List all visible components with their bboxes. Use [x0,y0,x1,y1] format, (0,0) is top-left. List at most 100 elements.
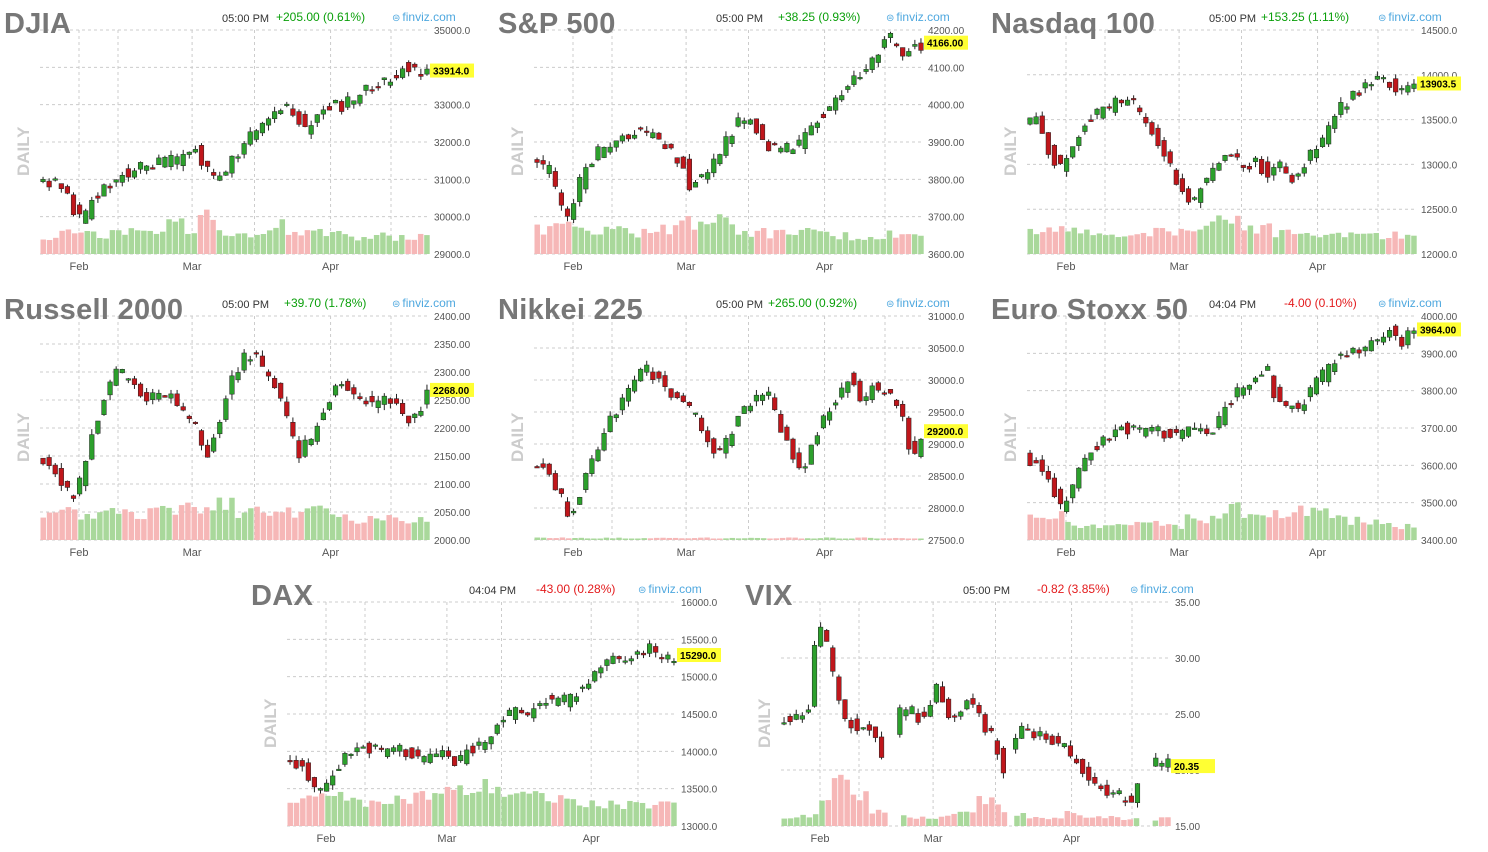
candle [320,109,326,115]
volume-bar [1058,818,1064,826]
volume-bar [417,233,424,254]
candle [818,626,824,647]
source-link[interactable]: ⊜ finviz.com [886,296,950,310]
volume-bar [1342,516,1348,540]
y-tick-label: 4200.00 [928,26,965,37]
volume-bar [279,512,286,540]
candle [1393,325,1399,336]
candle [793,714,799,720]
source-link[interactable]: ⊜ finviz.com [886,10,950,24]
candle [1037,731,1043,737]
volume-bar [1373,233,1379,254]
axis-label: DAILY [755,698,774,748]
volume-bar [874,538,880,540]
volume-bar [254,506,260,540]
candle [674,157,680,164]
volume-bar [235,233,241,254]
source-link[interactable]: ⊜ finviz.com [638,582,702,596]
candle [1399,336,1405,347]
candle [784,426,790,441]
volume-bar [919,816,926,826]
candle [1070,146,1076,158]
quote-change: +205.00 (0.61%) [276,10,366,24]
candle [1301,404,1307,411]
volume-bar [760,228,767,254]
candle [1061,743,1067,747]
candle [351,387,357,395]
candle [1092,776,1098,784]
candle [144,392,150,402]
candle [58,183,64,189]
volume-bar [463,794,470,826]
candle [1405,330,1411,346]
chart-canvas: 2400.00 2350.00 2300.00 2250.00 2200.00 2150.… [14,312,474,559]
source-link[interactable]: ⊜ finviz.com [1378,296,1442,310]
volume-bar [597,538,603,540]
volume-bar [1109,525,1115,540]
volume-bar [1108,816,1115,826]
candle [198,430,205,446]
volume-bar [292,517,298,540]
volume-bar [932,818,938,826]
last-price-label: 2268.00 [433,386,470,397]
y-tick-label: 25.00 [1175,710,1200,721]
candle [1094,108,1100,115]
quote-change: +265.00 (0.92%) [768,296,858,310]
candle [290,422,296,437]
volume-bar [654,231,660,254]
volume-bar [710,538,717,540]
candle [638,127,644,130]
volume-bar [899,234,905,254]
volume-bar [1260,225,1266,254]
volume-bar [457,785,463,826]
volume-bar [875,809,882,826]
volume-bar [298,235,304,254]
volume-bar [310,506,317,540]
volume-bar [1191,518,1197,540]
volume-bar [704,224,710,254]
candle [131,170,138,178]
volume-bar [1335,515,1342,540]
source-link[interactable]: ⊜ finviz.com [1378,10,1442,24]
candle [372,744,378,747]
volume-bar [551,802,558,826]
volume-bar [1323,234,1329,254]
volume-bar [811,229,817,254]
volume-bar [664,801,671,826]
volume-bar [325,795,331,826]
candle [415,749,421,757]
candle [1033,116,1039,125]
quote-change: -0.82 (3.85%) [1037,582,1110,596]
source-link[interactable]: ⊜ finviz.com [1130,582,1194,596]
volume-bar [419,791,426,826]
volume-bar [1102,818,1108,826]
candle [656,371,662,379]
volume-bar [907,817,913,826]
candle [680,395,686,402]
volume-bar [1133,818,1140,826]
y-tick-label: 13500.0 [681,785,718,796]
candle [1055,736,1061,744]
axis-label: DAILY [14,126,33,176]
source-link[interactable]: ⊜ finviz.com [392,10,456,24]
volume-bar [1360,233,1367,254]
candle [1259,374,1265,377]
candle [278,382,284,399]
source-link[interactable]: ⊜ finviz.com [392,296,456,310]
candle [229,375,235,395]
volume-bar [1335,232,1342,254]
candle [314,425,320,442]
volume-bar [863,791,869,826]
volume-bar [539,793,545,826]
volume-bar [564,798,570,826]
candle [52,464,58,475]
volume-bar [1203,225,1210,254]
volume-bar [153,233,160,254]
volume-bar [773,230,780,254]
volume-bar [1203,523,1210,540]
candle [403,749,409,757]
candle [1064,158,1070,172]
candle [558,488,564,494]
volume-bar [260,234,267,254]
volume-bar [59,509,65,540]
